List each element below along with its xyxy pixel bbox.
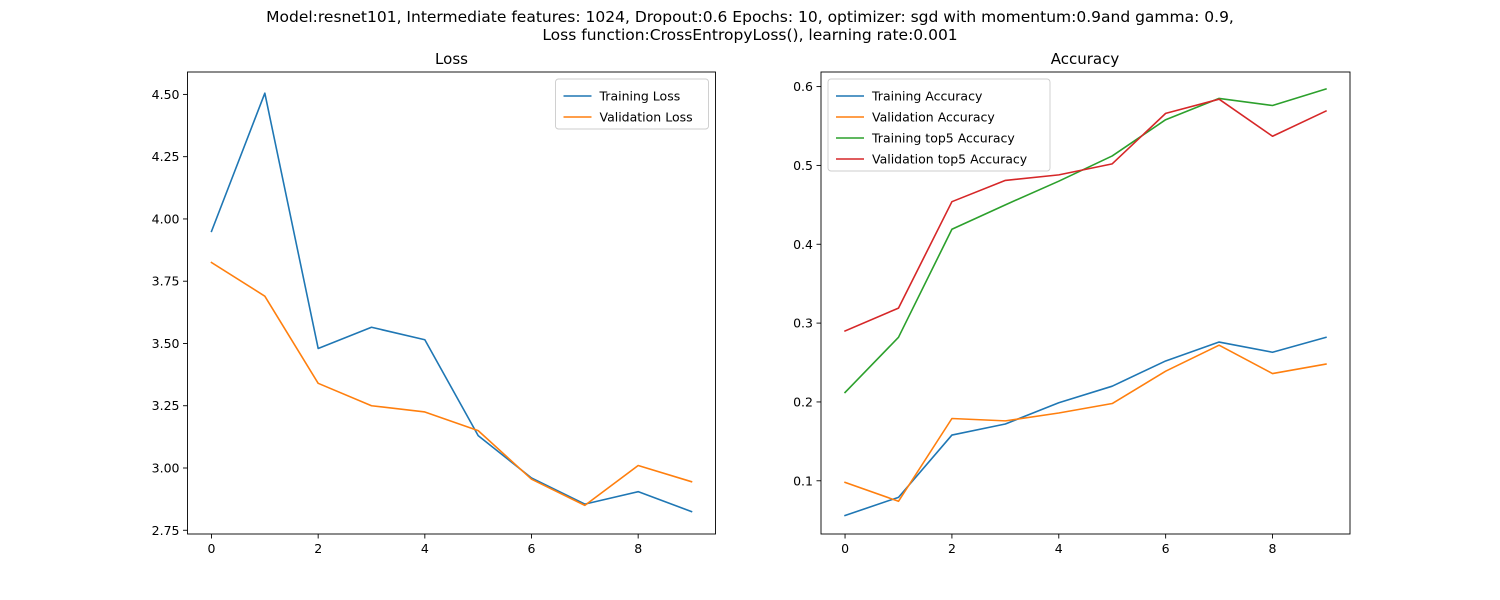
accuracy-ytick-label: 0.5 bbox=[793, 158, 813, 173]
accuracy-series-4-line bbox=[843, 98, 1328, 333]
accuracy-xtick-label: 0 bbox=[841, 541, 849, 556]
accuracy-legend-label: Training top5 Accuracy bbox=[871, 131, 1015, 146]
accuracy-legend-box bbox=[827, 78, 1051, 172]
loss-axes-frame bbox=[187, 71, 716, 535]
accuracy-xtick-label: 8 bbox=[1269, 541, 1277, 556]
accuracy-ytick-label: 0.3 bbox=[793, 316, 813, 331]
loss-legend-box bbox=[555, 78, 709, 130]
accuracy-ytick-label: 0.6 bbox=[793, 79, 813, 94]
accuracy-legend-label: Validation top5 Accuracy bbox=[872, 152, 1028, 167]
accuracy-legend-label: Validation Accuracy bbox=[872, 110, 995, 125]
loss-chart-title: Loss bbox=[435, 50, 468, 68]
accuracy-legend-label: Training Accuracy bbox=[871, 89, 983, 104]
loss-ytick-label: 2.75 bbox=[152, 523, 180, 538]
accuracy-series-1-line bbox=[844, 336, 1327, 517]
accuracy-ytick-label: 0.4 bbox=[793, 237, 813, 252]
loss-ytick-label: 3.50 bbox=[152, 336, 180, 351]
accuracy-chart-title: Accuracy bbox=[1051, 50, 1120, 68]
loss-xtick-label: 8 bbox=[634, 541, 642, 556]
loss-ytick-label: 4.50 bbox=[152, 87, 180, 102]
loss-ytick-label: 3.75 bbox=[152, 274, 180, 289]
accuracy-xtick-label: 4 bbox=[1055, 541, 1063, 556]
loss-xtick-label: 0 bbox=[208, 541, 216, 556]
suptitle-line-2: Loss function:CrossEntropyLoss(), learni… bbox=[542, 25, 958, 44]
loss-legend-label: Validation Loss bbox=[600, 110, 693, 125]
loss-legend-label: Training Loss bbox=[599, 89, 681, 104]
suptitle-line-1: Model:resnet101, Intermediate features: … bbox=[266, 8, 1234, 26]
loss-ytick-label: 3.25 bbox=[152, 398, 180, 413]
accuracy-ytick-label: 0.1 bbox=[793, 473, 813, 488]
loss-ytick-label: 3.00 bbox=[152, 461, 180, 476]
loss-series-1-line bbox=[210, 92, 693, 513]
accuracy-xtick-label: 2 bbox=[948, 541, 956, 556]
loss-ytick-label: 4.25 bbox=[152, 149, 180, 164]
accuracy-xtick-label: 6 bbox=[1162, 541, 1170, 556]
loss-ytick-label: 4.00 bbox=[152, 211, 180, 226]
loss-xtick-label: 2 bbox=[314, 541, 322, 556]
loss-xtick-label: 4 bbox=[421, 541, 429, 556]
figure-suptitle: Model:resnet101, Intermediate features: … bbox=[0, 8, 1500, 44]
accuracy-axes-frame bbox=[820, 71, 1351, 535]
loss-series-2-line bbox=[210, 261, 693, 507]
loss-xtick-label: 6 bbox=[528, 541, 536, 556]
accuracy-ytick-label: 0.2 bbox=[793, 394, 813, 409]
accuracy-series-2-line bbox=[844, 344, 1327, 503]
